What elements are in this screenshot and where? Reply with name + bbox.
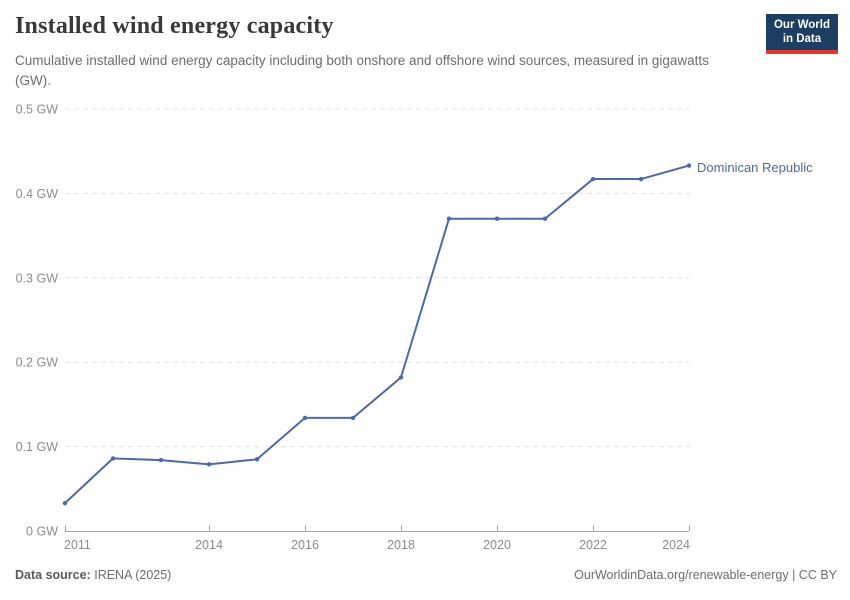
owid-logo-line2: in Data bbox=[782, 33, 822, 46]
x-tick-label: 2022 bbox=[579, 538, 607, 552]
x-axis: 2011 2014 2016 2018 2020 2022 2024 bbox=[64, 525, 690, 552]
credit-line: OurWorldinData.org/renewable-energy | CC… bbox=[574, 568, 837, 582]
data-point bbox=[494, 216, 500, 221]
x-tick-label: 2016 bbox=[291, 538, 319, 552]
series-label: Dominican Republic bbox=[697, 160, 813, 175]
x-tick-label: 2024 bbox=[662, 538, 690, 552]
data-point bbox=[398, 375, 404, 380]
y-tick-label: 0.3 GW bbox=[16, 271, 59, 285]
data-point bbox=[638, 176, 644, 182]
data-point bbox=[110, 456, 116, 461]
data-line bbox=[64, 164, 690, 505]
y-grid: 0 GW 0.1 GW 0.2 GW 0.3 GW 0.4 GW 0.5 GW bbox=[16, 103, 690, 539]
data-point bbox=[590, 176, 596, 182]
y-tick-label: 0.4 GW bbox=[16, 187, 59, 201]
data-point bbox=[254, 457, 260, 462]
owid-logo: Our World in Data bbox=[765, 14, 838, 54]
data-point bbox=[542, 216, 548, 221]
x-tick-label: 2014 bbox=[195, 538, 223, 552]
x-tick-label: 2020 bbox=[483, 538, 511, 552]
y-tick-label: 0.1 GW bbox=[16, 440, 59, 454]
y-tick-label: 0 GW bbox=[26, 525, 58, 539]
data-source-value: IRENA (2025) bbox=[94, 568, 172, 582]
data-source-label: Data source: bbox=[15, 568, 91, 582]
y-tick-label: 0.2 GW bbox=[16, 356, 59, 370]
chart-footer: Data source: IRENA (2025) OurWorldinData… bbox=[15, 568, 837, 582]
data-point bbox=[206, 462, 212, 467]
x-tick-label: 2018 bbox=[387, 538, 415, 552]
data-point bbox=[686, 163, 692, 168]
data-point bbox=[302, 415, 308, 421]
data-point bbox=[62, 500, 68, 506]
data-point bbox=[158, 457, 164, 463]
x-tick-label: 2011 bbox=[64, 538, 91, 552]
y-tick-label: 0.5 GW bbox=[16, 103, 59, 117]
data-point bbox=[350, 415, 356, 421]
data-points bbox=[62, 163, 692, 506]
chart-subtitle: Cumulative installed wind energy capacit… bbox=[15, 53, 709, 88]
data-source: Data source: IRENA (2025) bbox=[15, 568, 171, 582]
owid-logo-line1: Our World bbox=[773, 19, 830, 31]
page-title: Installed wind energy capacity bbox=[15, 13, 334, 39]
data-point bbox=[446, 216, 452, 221]
